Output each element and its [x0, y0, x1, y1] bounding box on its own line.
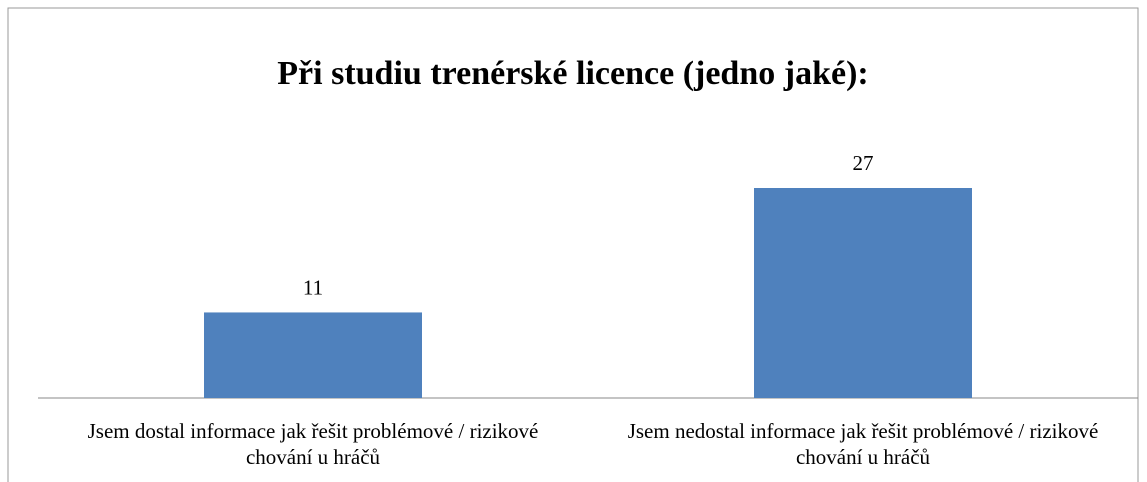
- bar: [754, 188, 972, 398]
- data-label: 27: [853, 151, 874, 175]
- bar: [204, 312, 422, 398]
- chart-frame: [7, 7, 1139, 482]
- chart-title: Při studiu trenérské licence (jedno jaké…: [277, 55, 868, 92]
- x-tick-label: Jsem dostal informace jak řešit problémo…: [87, 419, 539, 469]
- x-tick-label: Jsem nedostal informace jak řešit problé…: [627, 419, 1099, 469]
- data-label: 11: [303, 275, 323, 299]
